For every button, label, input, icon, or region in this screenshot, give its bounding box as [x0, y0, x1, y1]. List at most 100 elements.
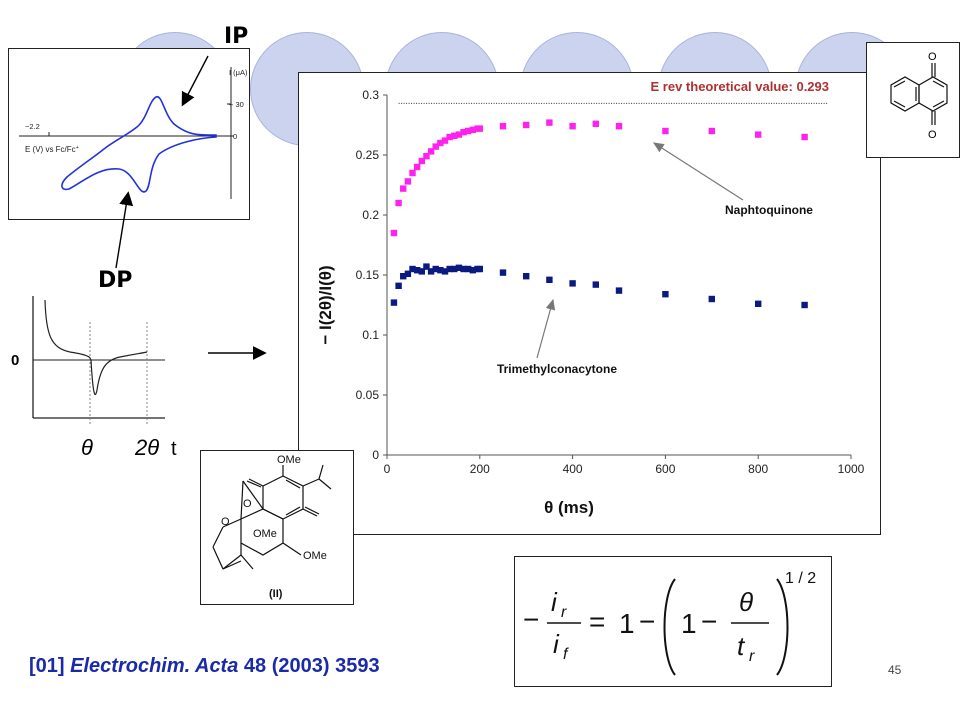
eq-t-sub: r: [749, 648, 755, 665]
trimethylconacytone-point: [446, 265, 453, 273]
y-tick-label: 0.1: [362, 328, 379, 342]
trimethylconacytone-point: [592, 281, 599, 288]
trimethylconacytone-point: [523, 273, 530, 280]
naphtoquinone-point: [451, 132, 458, 139]
naphtoquinone-point: [390, 229, 398, 237]
compound-ether-oxygen: O: [221, 516, 230, 528]
y-tick-label: 0.15: [356, 268, 380, 282]
compound-ring-oxygen: O: [243, 498, 252, 510]
trimethylconacytone-point: [400, 273, 407, 280]
trimethylconacytone-point: [569, 280, 576, 287]
y-tick-label: 0.3: [362, 88, 379, 102]
x-tick-label: 1000: [838, 462, 865, 476]
trimethylconacytone-point: [451, 265, 458, 273]
x-axis-title: θ (ms): [544, 498, 594, 517]
naphtoquinone-point: [418, 157, 425, 165]
step-current-curve: [44, 299, 148, 396]
naphtoquinone-point: [400, 185, 407, 192]
eq-minus: −: [523, 604, 539, 635]
trimethylconacytone-point: [546, 276, 553, 283]
reference-volume: 48 (2003) 3593: [243, 655, 380, 677]
trimethylconacytone-point: [465, 265, 472, 273]
naphtoquinone-point: [409, 169, 416, 177]
y-tick-label: 0: [372, 448, 379, 462]
eq-minus-2: −: [639, 606, 655, 637]
trimethylconacytone-point: [404, 270, 412, 277]
naphthoquinone-structure-panel: O O: [866, 42, 960, 158]
naphtoquinone-arrow: [652, 142, 744, 201]
main-chart-panel: 0 0.05 0.1 0.15 0.2 0.25 0.3 0 200 400 600 800 1000 …: [298, 72, 881, 535]
step-two-theta-label: 2θ: [134, 435, 159, 460]
compound-id-label: (II): [269, 588, 283, 600]
trimethylconacytone-point: [460, 265, 467, 273]
cv-x-axis-label: E (V) vs Fc/Fc+: [25, 145, 79, 154]
trimethylconacytone-point: [418, 268, 425, 275]
trimethylconacytone-structure: OMe OMe OMe O O (II): [212, 454, 332, 600]
eq-one-inner: 1: [681, 608, 697, 639]
naphthoquinone-oxygen-top: O: [928, 51, 937, 63]
y-tick-label: 0.2: [362, 208, 379, 222]
ip-label: IP: [224, 24, 249, 49]
naphthoquinone-oxygen-bottom: O: [928, 129, 937, 141]
eq-lhs-denominator: i: [553, 629, 560, 659]
eq-equals: =: [589, 606, 605, 637]
naphtoquinone-point: [441, 137, 449, 144]
cv-inset-panel: −2.2 E (V) vs Fc/Fc+ I (μA) + 30 0: [8, 48, 250, 220]
trimethylconacytone-point: [499, 269, 507, 276]
trimethylconacytone-point: [409, 265, 416, 273]
trimethylconacytone-point: [615, 287, 623, 294]
trimethylconacytone-point: [427, 268, 435, 275]
cv-y-axis-label: I (μA): [229, 68, 248, 77]
ratio-scatter-chart: 00.050.10.150.20.250.30 200 400 600 800 1000 …: [316, 79, 865, 517]
x-tick-label: 200: [470, 462, 490, 476]
naphtoquinone-point: [413, 163, 421, 171]
cv-y-tick-top: + 30: [229, 100, 244, 109]
trimethylconacytone-point: [662, 291, 669, 298]
naphtoquinone-point: [499, 123, 507, 130]
naphtoquinone-point: [523, 121, 530, 129]
naphtoquinone-point: [465, 127, 472, 135]
compound-structure-panel: OMe OMe OMe O O (II): [200, 450, 354, 605]
trimethylconacytone-point: [476, 265, 483, 273]
cv-y-tick-zero: 0: [233, 132, 237, 141]
eq-t: t: [737, 631, 746, 661]
x-tick-label: 800: [748, 462, 768, 476]
y-tick-label: 0.05: [356, 388, 380, 402]
trimethylconacytone-point: [455, 264, 463, 271]
naphtoquinone-point: [592, 120, 599, 127]
trimethylconacytone-point: [395, 282, 402, 289]
cv-x-tick: −2.2: [25, 122, 40, 131]
compound-ome-mid: OMe: [253, 528, 277, 540]
step-inset: 0 θ 2θ t: [11, 296, 177, 460]
series-label-naphtoquinone: Naphtoquinone: [725, 203, 813, 217]
trimethylconacytone-point: [390, 299, 398, 306]
x-tick-label: 400: [563, 462, 583, 476]
trimethylconacytone-point: [469, 267, 477, 274]
eq-lhs-numerator-sub: r: [561, 604, 567, 621]
step-theta-label: θ: [81, 435, 93, 460]
naphtoquinone-point: [437, 139, 444, 147]
cv-inset-plot: −2.2 E (V) vs Fc/Fc+ I (μA) + 30 0: [19, 67, 248, 199]
eq-theta: θ: [739, 587, 753, 617]
naphthoquinone-structure: O O: [890, 51, 948, 141]
trimethylconacytone-point: [755, 300, 762, 307]
eq-one: 1: [619, 608, 635, 639]
reference-tag: [01]: [29, 655, 65, 677]
reference-citation: [01] Electrochim. Acta 48 (2003) 3593: [29, 655, 380, 678]
eq-minus-3: −: [701, 606, 717, 637]
trimethylconacytone-point: [437, 267, 444, 274]
naphtoquinone-point: [801, 133, 808, 141]
eq-exponent: 1 / 2: [785, 570, 816, 587]
naphtoquinone-point: [460, 129, 467, 136]
trimethylconacytone-point: [423, 263, 430, 270]
naphtoquinone-point: [469, 126, 477, 133]
compound-ome-right: OMe: [303, 550, 327, 562]
eq-lhs-denominator-sub: f: [563, 646, 569, 663]
naphtoquinone-point: [476, 125, 483, 132]
y-axis-title: − I(2θ)/I(θ): [316, 265, 335, 344]
naphtoquinone-point: [446, 133, 453, 141]
naphtoquinone-point: [455, 131, 463, 138]
compound-ome-top: OMe: [277, 454, 301, 466]
cv-curve: [61, 96, 217, 193]
naphtoquinone-point: [427, 148, 435, 155]
